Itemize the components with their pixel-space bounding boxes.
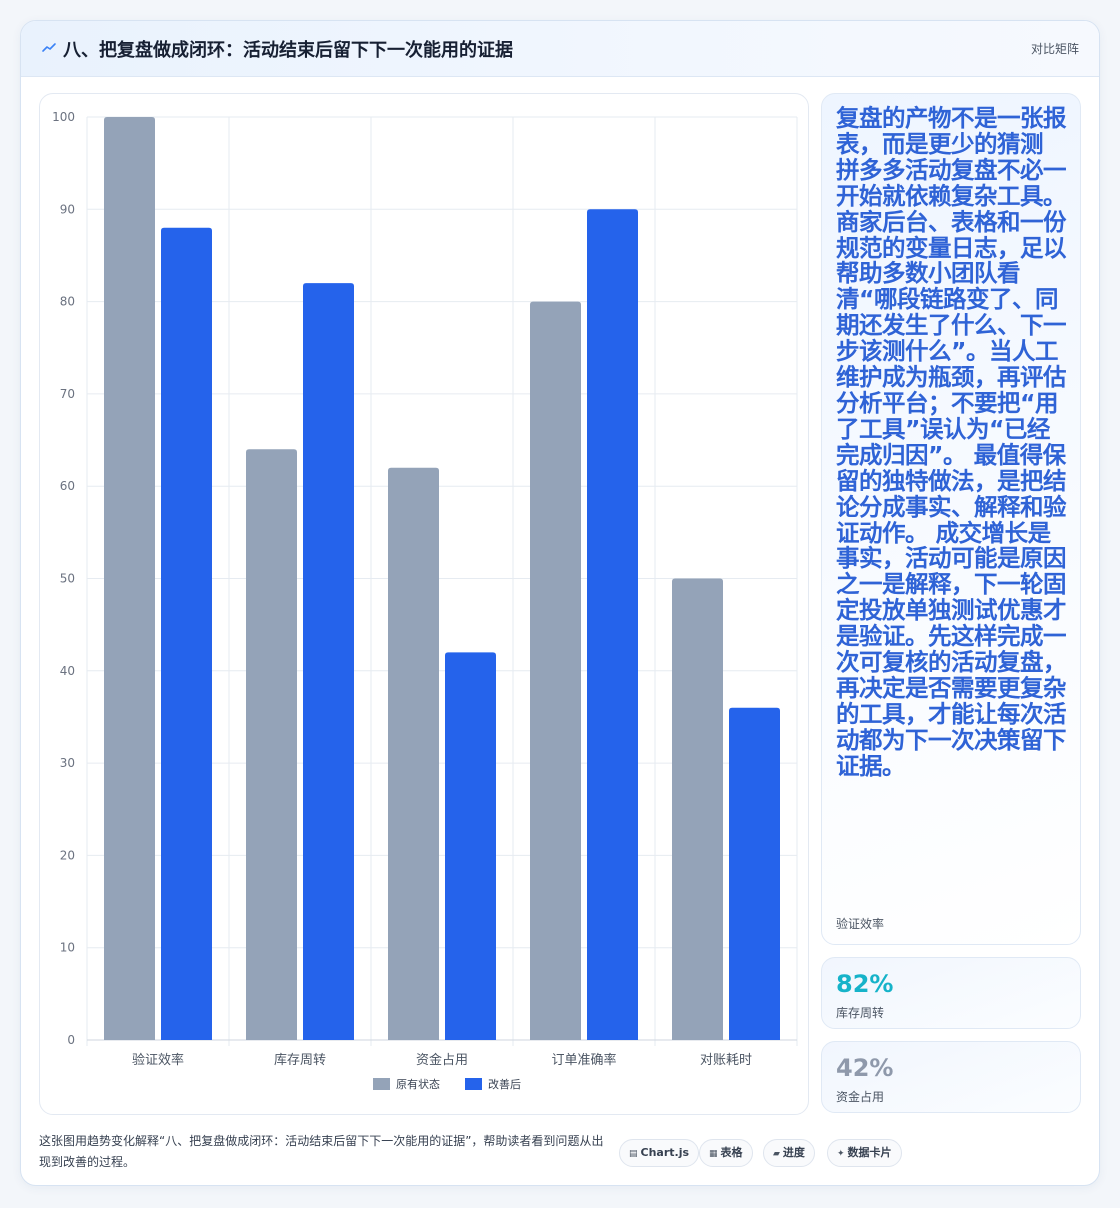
tag-table[interactable]: ▦ 表格	[699, 1139, 753, 1167]
tag-data-card[interactable]: ✦ 数据卡片	[827, 1139, 902, 1167]
tag-progress[interactable]: ▰ 进度	[763, 1139, 815, 1167]
stat-card-inventory: 82% 库存周转	[821, 957, 1081, 1029]
bar-baseline	[104, 117, 155, 1040]
bar-baseline	[672, 578, 723, 1040]
stat-value: 82%	[836, 970, 894, 998]
summary-text: 复盘的产物不是一张报表，而是更少的猜测 拼多多活动复盘不必一开始就依赖复杂工具。…	[836, 104, 1067, 780]
y-tick-label: 40	[60, 664, 75, 678]
y-tick-label: 90	[60, 202, 75, 216]
bar-baseline	[530, 301, 581, 1041]
chart-panel: 0 10 20 30 40 50 60 70 80 90 100 验证效率 库存周转 资金占用 订单准确率 对…	[39, 93, 809, 1115]
bar-baseline	[388, 467, 439, 1040]
sparkle-icon: ✦	[837, 1149, 845, 1159]
legend-label: 原有状态	[396, 1077, 440, 1091]
tag-label: Chart.js	[640, 1146, 690, 1159]
y-tick-label: 70	[60, 387, 75, 401]
x-tick-label: 资金占用	[416, 1052, 468, 1068]
y-tick-label: 30	[60, 756, 75, 770]
main-card: 八、把复盘做成闭环：活动结束后留下下一次能用的证据 对比矩阵 0 10 20 30 40…	[20, 20, 1100, 1186]
x-tick-label: 对账耗时	[700, 1053, 752, 1068]
y-tick-label: 20	[60, 848, 75, 862]
tag-label: 表格	[720, 1146, 743, 1159]
legend-swatch	[373, 1078, 390, 1090]
y-tick-label: 0	[67, 1033, 75, 1047]
trend-line-icon	[42, 43, 56, 52]
bar-improved	[445, 652, 496, 1040]
y-tick-label: 60	[60, 479, 75, 493]
x-tick-label: 验证效率	[132, 1052, 184, 1068]
chart-caption: 这张图用趋势变化解释“八、把复盘做成闭环：活动结束后留下下一次能用的证据”，帮助…	[39, 1134, 604, 1169]
summary-card-label: 验证效率	[836, 917, 885, 931]
page-title: 八、把复盘做成闭环：活动结束后留下下一次能用的证据	[63, 40, 513, 61]
bar-improved	[587, 209, 638, 1041]
progress-icon: ▰	[773, 1149, 780, 1159]
stat-label: 资金占用	[836, 1090, 885, 1104]
tag-chartjs[interactable]: ▤ Chart.js	[619, 1139, 700, 1167]
legend-swatch	[465, 1078, 482, 1090]
stat-label: 库存周转	[836, 1006, 885, 1020]
y-tick-label: 10	[60, 941, 75, 955]
table-icon: ▦	[709, 1149, 718, 1159]
bar-baseline	[246, 449, 297, 1040]
y-tick-label: 100	[52, 110, 75, 124]
bar-chart: 0 10 20 30 40 50 60 70 80 90 100 验证效率 库存周转 资金占用 订单准确率 对…	[52, 110, 798, 1091]
card-header: 八、把复盘做成闭环：活动结束后留下下一次能用的证据 对比矩阵	[21, 21, 1099, 77]
stat-card-capital: 42% 资金占用	[821, 1041, 1081, 1113]
x-tick-label: 订单准确率	[551, 1052, 616, 1068]
legend-label: 改善后	[488, 1077, 521, 1091]
x-tick-label: 库存周转	[274, 1052, 326, 1068]
chart-icon: ▤	[629, 1149, 638, 1159]
y-tick-label: 80	[60, 295, 75, 309]
tag-label: 进度	[782, 1146, 805, 1159]
summary-card: 复盘的产物不是一张报表，而是更少的猜测 拼多多活动复盘不必一开始就依赖复杂工具。…	[821, 93, 1081, 945]
bar-improved	[729, 707, 780, 1040]
tag-label: 数据卡片	[847, 1146, 892, 1159]
stat-value: 42%	[836, 1054, 894, 1082]
compare-matrix-label: 对比矩阵	[1030, 42, 1079, 56]
bar-improved	[161, 227, 212, 1040]
y-tick-label: 50	[60, 572, 75, 586]
bar-improved	[303, 283, 354, 1040]
